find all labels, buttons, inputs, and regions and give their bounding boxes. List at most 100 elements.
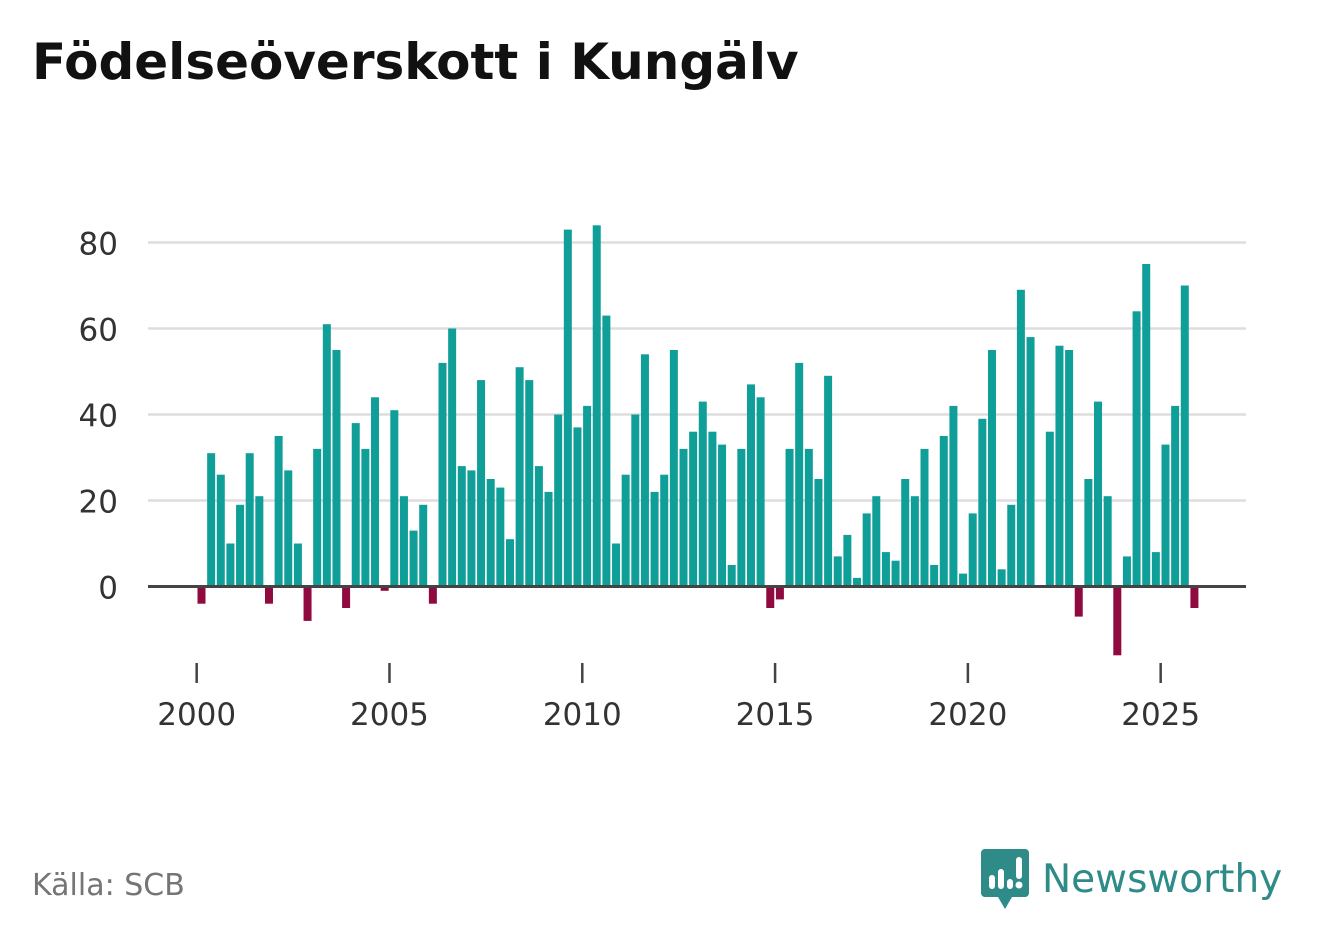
x-tick-label: 2025 bbox=[1121, 697, 1200, 733]
bar-positive bbox=[515, 367, 524, 587]
bar-positive bbox=[872, 496, 881, 587]
bar-positive bbox=[746, 384, 755, 587]
bar-positive bbox=[833, 556, 842, 587]
bar-negative bbox=[428, 586, 437, 604]
y-tick-label: 20 bbox=[79, 485, 118, 521]
bar-negative bbox=[1074, 586, 1083, 617]
bar-positive bbox=[563, 229, 572, 587]
bar-negative bbox=[380, 586, 389, 591]
bar-positive bbox=[708, 431, 717, 587]
bar-positive bbox=[987, 350, 996, 587]
bar-positive bbox=[718, 444, 727, 587]
bar-positive bbox=[409, 530, 418, 587]
bar-positive bbox=[361, 448, 370, 587]
bar-negative bbox=[303, 586, 312, 621]
bar-positive bbox=[669, 350, 678, 587]
bar-positive bbox=[660, 474, 669, 587]
x-tick-label: 2020 bbox=[928, 697, 1007, 733]
bar-positive bbox=[592, 225, 601, 587]
y-axis-ticks: 0 20 40 60 80 bbox=[79, 227, 118, 607]
bar-positive bbox=[293, 543, 302, 587]
bar-negative bbox=[1190, 586, 1199, 608]
bar-positive bbox=[207, 453, 216, 587]
brand-name: Newsworthy bbox=[1042, 856, 1283, 902]
bar-positive bbox=[399, 496, 408, 587]
bar-positive bbox=[795, 362, 804, 587]
bar-positive bbox=[1161, 444, 1170, 587]
x-tick-label: 2010 bbox=[543, 697, 622, 733]
bar-positive bbox=[255, 496, 264, 587]
bar-positive bbox=[496, 487, 505, 587]
bar-positive bbox=[245, 453, 254, 587]
bar-positive bbox=[930, 565, 939, 587]
bars bbox=[197, 225, 1199, 656]
bar-positive bbox=[457, 466, 466, 587]
bar-positive bbox=[1122, 556, 1131, 587]
bar-positive bbox=[862, 513, 871, 587]
bar-negative bbox=[775, 586, 784, 600]
bar-positive bbox=[785, 448, 794, 587]
bar-negative bbox=[1113, 586, 1122, 656]
bar-positive bbox=[602, 315, 611, 587]
bar-positive bbox=[477, 380, 486, 587]
bar-positive bbox=[1103, 496, 1112, 587]
bar-positive bbox=[486, 479, 495, 587]
bar-positive bbox=[968, 513, 977, 587]
bar-negative bbox=[342, 586, 351, 608]
bar-positive bbox=[949, 405, 958, 587]
newsworthy-logo-icon bbox=[981, 849, 1029, 909]
bar-positive bbox=[1132, 311, 1141, 587]
x-tick-label: 2005 bbox=[350, 697, 429, 733]
bar-positive bbox=[236, 504, 245, 587]
bar-positive bbox=[1065, 350, 1074, 587]
bar-positive bbox=[313, 448, 322, 587]
bar-positive bbox=[583, 405, 592, 587]
brand-logo[interactable]: Newsworthy bbox=[980, 848, 1282, 910]
bar-positive bbox=[881, 552, 890, 587]
bar-positive bbox=[226, 543, 235, 587]
bar-positive bbox=[843, 534, 852, 587]
bar-positive bbox=[978, 418, 987, 587]
bar-positive bbox=[351, 423, 360, 587]
bar-positive bbox=[1007, 504, 1016, 587]
bar-positive bbox=[1016, 289, 1025, 587]
bar-negative bbox=[197, 586, 206, 604]
bar-positive bbox=[939, 436, 948, 587]
bar-positive bbox=[438, 362, 447, 587]
bar-positive bbox=[621, 474, 630, 587]
y-tick-label: 40 bbox=[79, 399, 118, 435]
bar-positive bbox=[997, 569, 1006, 587]
x-tick-label: 2015 bbox=[736, 697, 815, 733]
bar-positive bbox=[1094, 401, 1103, 587]
bar-positive bbox=[727, 565, 736, 587]
bar-positive bbox=[554, 414, 563, 587]
bar-positive bbox=[419, 504, 428, 587]
bar-positive bbox=[959, 573, 968, 587]
bar-positive bbox=[1171, 405, 1180, 587]
bar-positive bbox=[284, 470, 293, 587]
bar-positive bbox=[804, 448, 813, 587]
source-note: Källa: SCB bbox=[32, 868, 185, 903]
bar-positive bbox=[910, 496, 919, 587]
bar-positive bbox=[650, 491, 659, 587]
bar-positive bbox=[853, 577, 862, 587]
bar-positive bbox=[891, 560, 900, 587]
bar-positive bbox=[332, 350, 341, 587]
bar-positive bbox=[1084, 479, 1093, 587]
bar-positive bbox=[505, 539, 514, 587]
x-axis-ticks: 2000 2005 2010 2015 2020 2025 bbox=[157, 663, 1200, 733]
bar-positive bbox=[737, 448, 746, 587]
bar-positive bbox=[631, 414, 640, 587]
bar-positive bbox=[274, 436, 283, 587]
bar-positive bbox=[920, 448, 929, 587]
bar-positive bbox=[216, 474, 225, 587]
bar-negative bbox=[766, 586, 775, 608]
y-tick-label: 60 bbox=[79, 313, 118, 349]
bar-positive bbox=[525, 380, 534, 587]
bar-positive bbox=[612, 543, 621, 587]
bar-positive bbox=[390, 410, 399, 587]
bar-positive bbox=[1142, 264, 1151, 587]
bar-positive bbox=[756, 397, 765, 587]
bar-positive bbox=[640, 354, 649, 587]
bar-positive bbox=[1026, 337, 1035, 587]
